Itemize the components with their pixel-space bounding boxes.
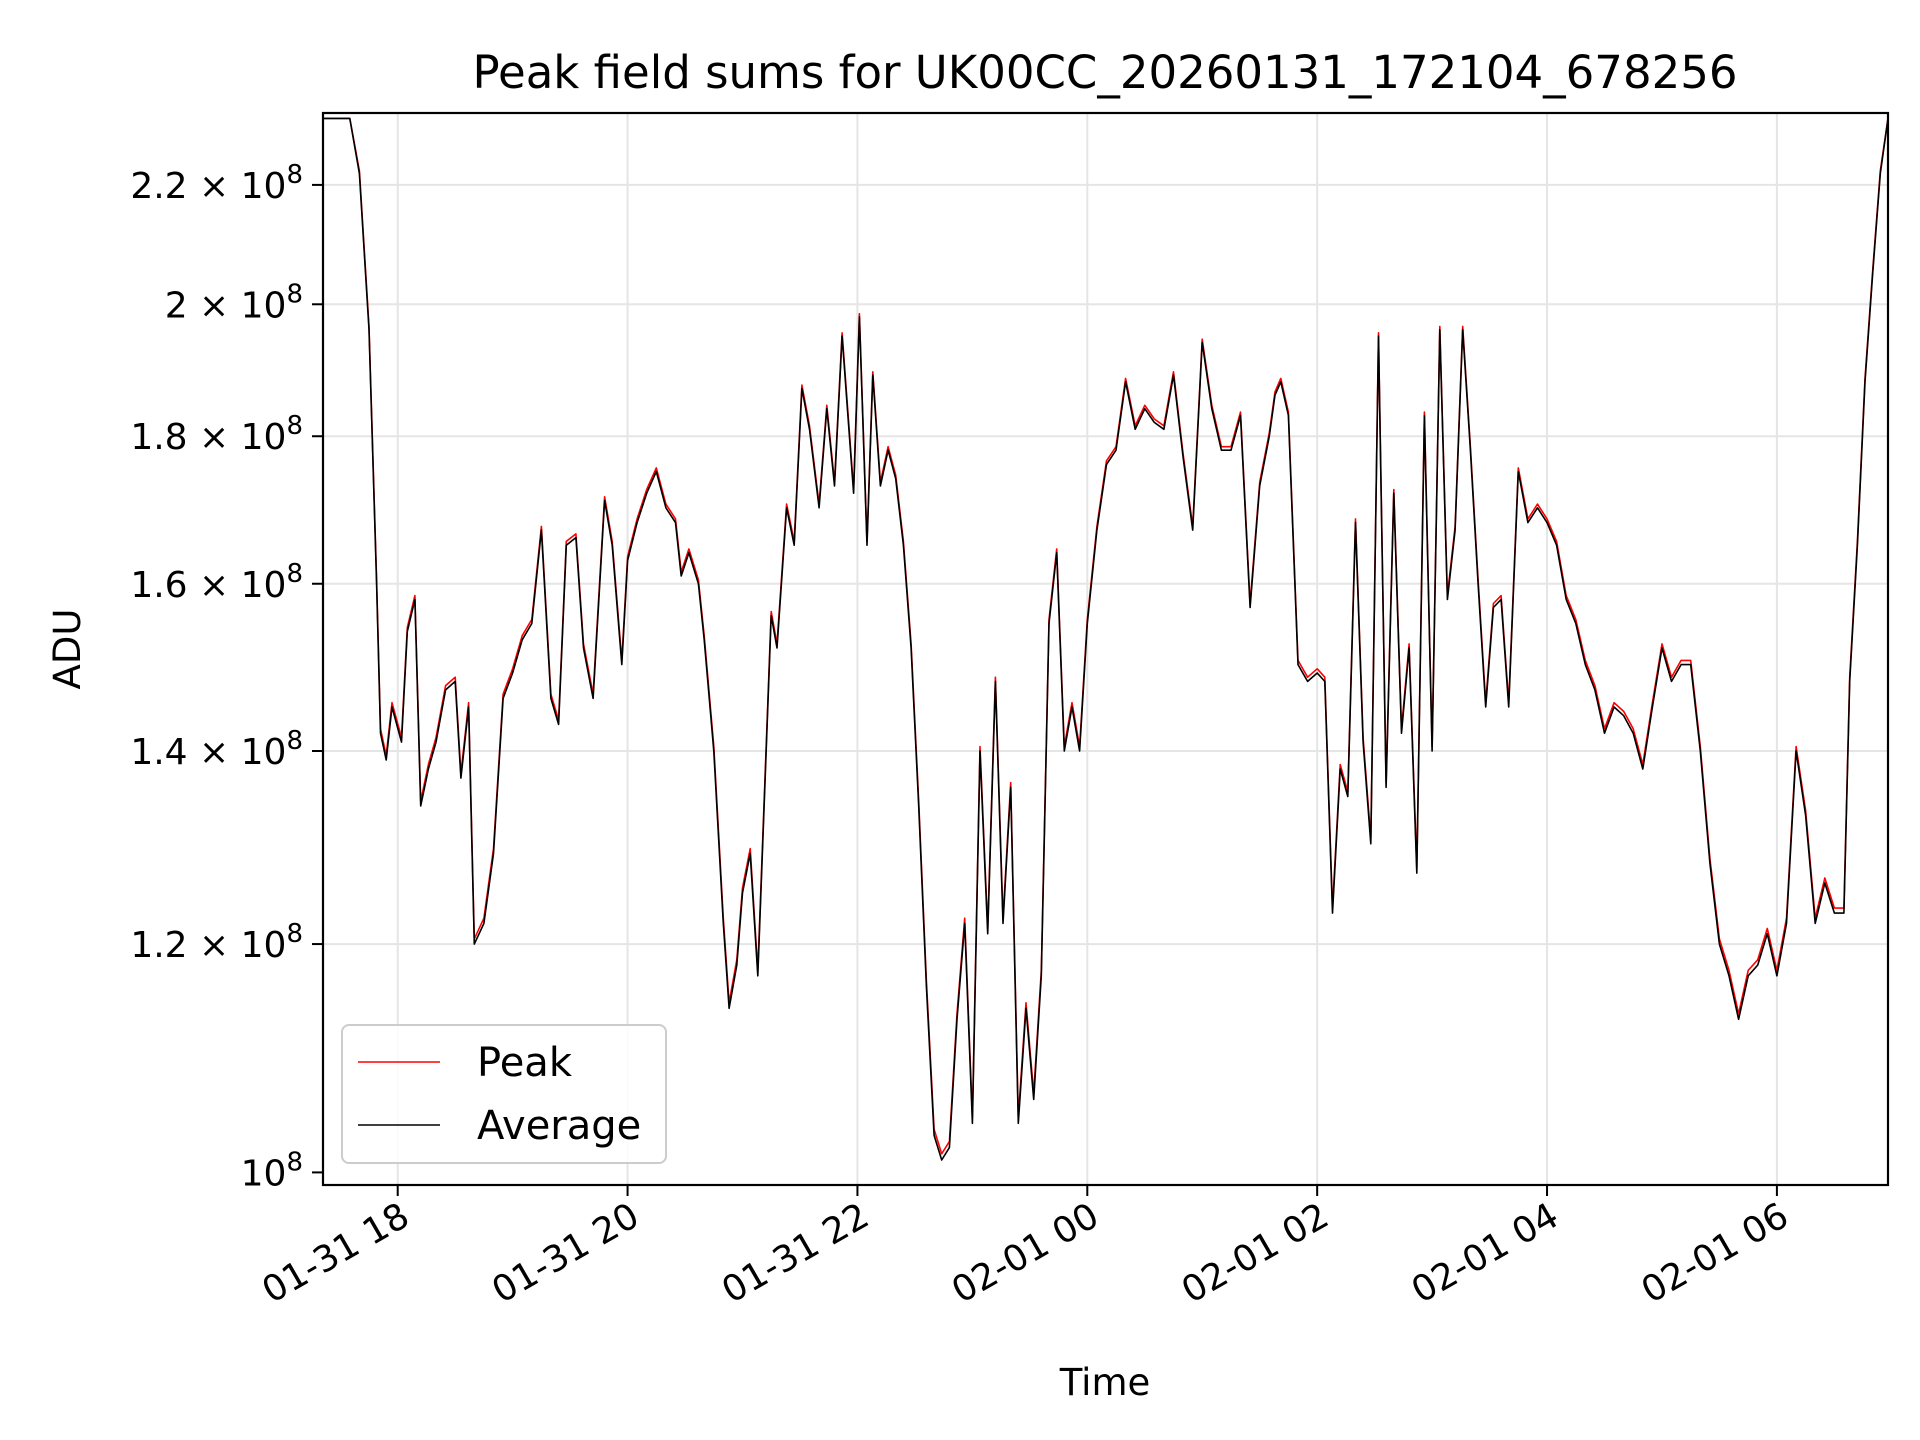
chart-title: Peak field sums for UK00CC_20260131_1721… [473,46,1738,99]
legend: Peak Average [341,1024,667,1164]
grid-lines [323,113,1888,1185]
series-group [323,117,1889,1161]
y-tick-label: 108 [241,1147,303,1194]
y-tick-label: 1.4 × 108 [130,726,303,773]
x-axis-title: Time [1059,1361,1151,1404]
y-tick-label: 1.2 × 108 [130,919,303,966]
legend-box [341,1024,667,1164]
legend-label-peak: Peak [477,1040,573,1086]
y-tick-label: 1.8 × 108 [130,411,303,458]
y-tick-label: 2.2 × 108 [130,160,303,207]
y-tick-label: 2 × 108 [165,279,303,326]
y-axis: 108 1.2 × 108 1.4 × 108 1.6 × 108 1.8 × 108 2… [130,160,323,1194]
series-line-average [323,117,1889,1161]
plot-frame [321,111,1890,1187]
y-tick-label: 1.6 × 108 [130,559,303,606]
legend-label-average: Average [477,1103,641,1149]
y-axis-title: ADU [46,609,89,690]
